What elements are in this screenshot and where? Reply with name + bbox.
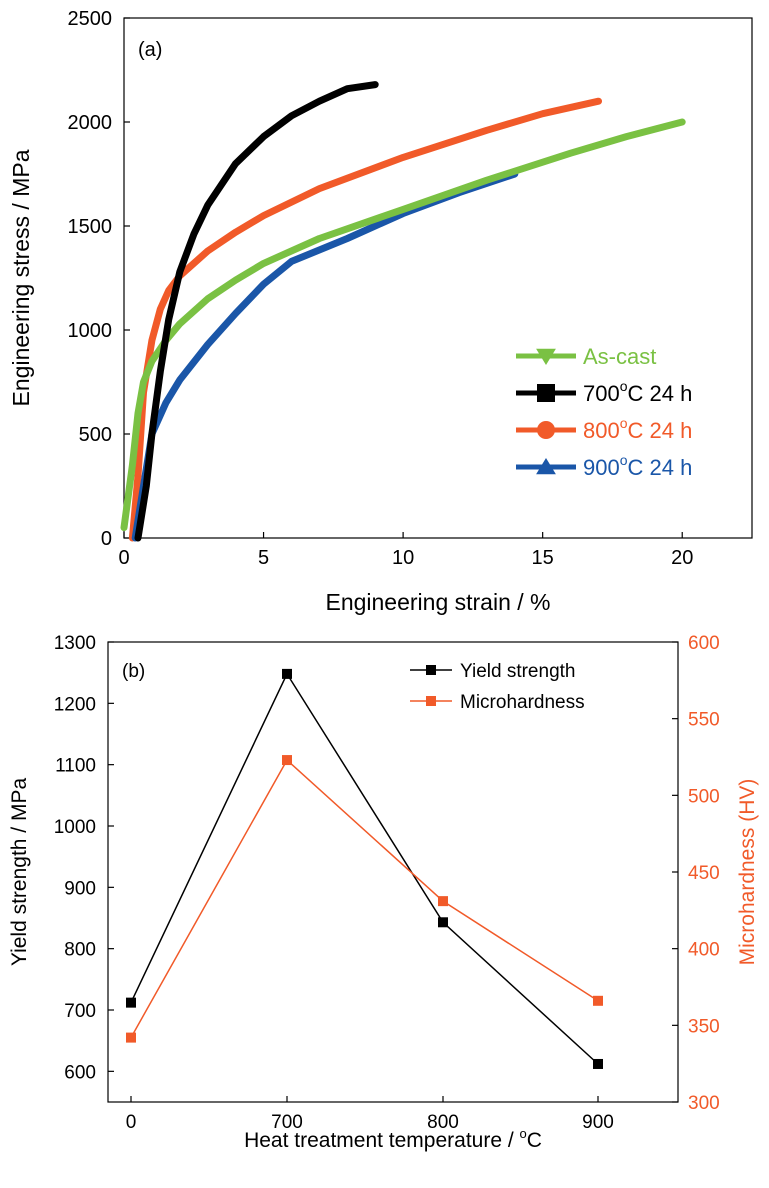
legend-marker-b — [426, 665, 436, 675]
legend-label-b: Yield strength — [460, 661, 575, 682]
y-tick-label-a: 500 — [79, 424, 112, 446]
x-tick-label-b: 800 — [427, 1112, 459, 1133]
y-tick-label-b: 1000 — [54, 817, 96, 838]
x-tick-label-b: 900 — [582, 1112, 614, 1133]
series-line-as-cast — [120, 118, 686, 532]
y2-tick-label-b: 450 — [688, 863, 720, 884]
legend-marker-a — [537, 421, 555, 439]
y-tick-label-a: 0 — [101, 528, 112, 550]
legend-marker-b — [426, 696, 436, 706]
y-tick-label-a: 2500 — [68, 8, 113, 30]
series-line-900 — [131, 170, 519, 542]
y-tick-label-a: 1500 — [68, 216, 113, 238]
y-tick-label-b: 1100 — [55, 756, 96, 777]
x-tick-label-a: 20 — [671, 547, 693, 569]
legend-b: Yield strength Microhardness — [410, 661, 585, 713]
panel-label-a: (a) — [138, 39, 162, 61]
legend-label-a: As-cast — [583, 344, 656, 369]
data-point-yield-strength — [438, 917, 448, 928]
x-axis-label-a: Engineering strain / % — [325, 589, 550, 615]
plot-frame-a — [123, 17, 753, 539]
x-tick-label-b: 700 — [271, 1112, 303, 1133]
legend-marker-a — [537, 384, 555, 402]
legend-marker-a — [536, 348, 556, 365]
data-point-yield-strength — [282, 668, 292, 679]
legend-marker-a — [536, 458, 556, 475]
y-tick-label-b: 700 — [64, 1001, 96, 1022]
data-point-microhardness — [593, 995, 603, 1006]
chart-panel-b: 0 700 800 900 600 700 800 900 1000 1100 1200 1300 30… — [8, 633, 759, 1152]
legend-label-a: 900oC 24 h — [583, 452, 692, 480]
legend-a: As-cast 700oC 24 h 800oC 24 h 900oC 24 h — [516, 344, 692, 480]
y2-tick-label-b: 300 — [688, 1093, 720, 1114]
y-tick-label-b: 1300 — [54, 633, 96, 654]
data-point-microhardness — [282, 755, 292, 766]
x-tick-label-a: 0 — [118, 547, 129, 569]
data-point-yield-strength — [126, 997, 136, 1008]
legend-label-a: 800oC 24 h — [583, 415, 692, 443]
y-tick-label-b: 1200 — [54, 694, 96, 715]
data-point-microhardness — [438, 896, 448, 907]
panel-label-b: (b) — [122, 661, 145, 682]
x-axis-label-b: Heat treatment temperature / oC — [244, 1126, 542, 1152]
y-axis-label-b: Yield strength / MPa — [8, 778, 31, 967]
data-point-yield-strength — [593, 1058, 603, 1069]
y-tick-label-a: 1000 — [68, 320, 113, 342]
y2-tick-label-b: 550 — [688, 710, 720, 731]
series-line-700 — [134, 81, 379, 542]
y-tick-label-b: 900 — [64, 878, 96, 899]
data-point-microhardness — [126, 1032, 136, 1043]
y2-tick-label-b: 600 — [688, 633, 720, 654]
legend-label-a: 700oC 24 h — [583, 378, 692, 406]
y-tick-label-b: 800 — [64, 940, 96, 961]
chart-panel-a: 0 5 10 15 20 0 500 1000 1500 2000 2500 (a) Enginee… — [8, 8, 753, 615]
x-tick-label-b: 0 — [126, 1112, 137, 1133]
y-tick-label-b: 600 — [64, 1062, 96, 1083]
y2-tick-label-b: 500 — [688, 786, 720, 807]
legend-label-b: Microhardness — [460, 692, 585, 713]
series-line-yield-strength — [130, 672, 599, 1065]
y2-tick-label-b: 400 — [688, 940, 720, 961]
y2-axis-label-b: Microhardness (HV) — [736, 779, 759, 966]
x-tick-label-a: 10 — [392, 547, 414, 569]
series-line-microhardness — [130, 758, 599, 1038]
y-tick-label-a: 2000 — [68, 112, 113, 134]
x-tick-label-a: 5 — [258, 547, 269, 569]
y-axis-label-a: Engineering stress / MPa — [8, 149, 34, 406]
y2-tick-label-b: 350 — [688, 1016, 720, 1037]
x-tick-label-a: 15 — [532, 547, 554, 569]
